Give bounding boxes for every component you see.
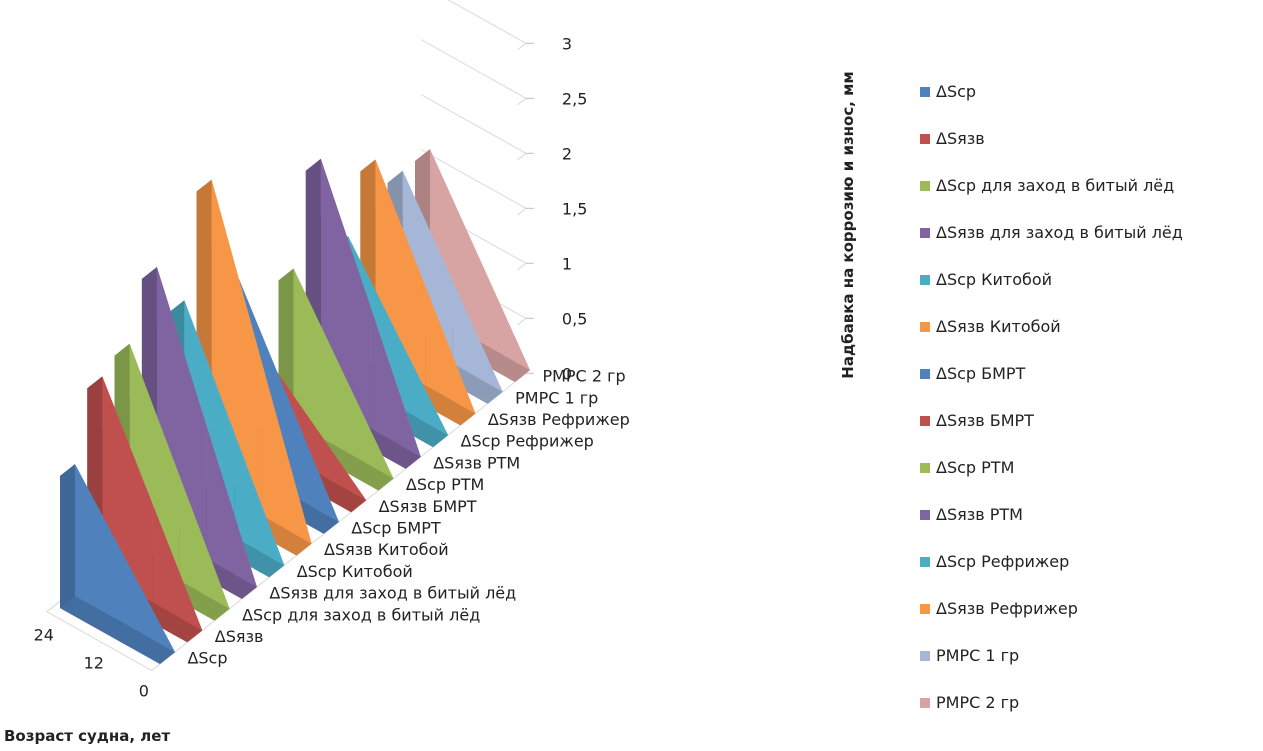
y-tick-label: 0 <box>562 364 572 383</box>
legend-swatch <box>920 368 930 379</box>
legend-label: ΔSязв для заход в битый лёд <box>936 223 1183 242</box>
ribbon-front-face <box>343 373 394 479</box>
depth-axis-label: РМРС 2 гр <box>542 367 625 386</box>
depth-axis-label: ΔScp для заход в битый лёд <box>242 605 480 624</box>
legend-item: ΔScp <box>920 68 1260 115</box>
ribbon-front-face <box>425 286 476 414</box>
depth-axis-label: ΔScp Рефрижер <box>461 432 594 451</box>
legend-label: ΔScp <box>936 82 977 101</box>
legend-item: ΔSязв Китобой <box>920 303 1260 350</box>
y-tick-label: 1,5 <box>562 199 587 218</box>
legend-item: ΔSязв РТМ <box>920 491 1260 538</box>
legend-swatch <box>920 697 930 708</box>
legend-item: ΔScp РТМ <box>920 444 1260 491</box>
ribbon-front-face <box>206 427 257 587</box>
legend-item: ΔScp Рефрижер <box>920 538 1260 585</box>
depth-axis-label: ΔSязв Китобой <box>324 540 449 559</box>
ribbon-front-face <box>125 558 175 653</box>
y-tick-label: 1 <box>562 254 572 273</box>
x-tick-label: 12 <box>84 654 104 673</box>
depth-axis-label: ΔSязв Рефрижер <box>488 410 630 429</box>
legend-item: ΔScp Китобой <box>920 256 1260 303</box>
gridline <box>447 0 527 51</box>
legend-label: ΔScp БМРТ <box>936 364 1026 383</box>
legend-swatch <box>920 509 930 520</box>
ribbon-front-face <box>452 281 503 392</box>
ribbon-front-face <box>152 503 203 631</box>
ribbon-front-face <box>179 476 230 609</box>
legend-label: ΔScp Рефрижер <box>936 552 1070 571</box>
depth-axis-label: ΔScp БМРТ <box>351 519 441 538</box>
legend-swatch <box>920 180 930 191</box>
y-tick-label: 0,5 <box>562 309 587 328</box>
chart-labels: 0 0,5 1 1,5 2 2,5 3 РМРС 2 гр РМРС 1 гр ΔSязв Реф… <box>34 34 630 700</box>
ribbon-front-face <box>316 428 367 501</box>
ribbon-end-cap <box>60 464 75 608</box>
depth-axis-label: РМРС 1 гр <box>515 388 598 407</box>
legend-swatch <box>920 321 930 332</box>
legend-swatch <box>920 227 930 238</box>
ribbon-front-face <box>261 361 312 544</box>
gridline <box>420 94 527 161</box>
depth-axis-label: ΔSязв для заход в битый лёд <box>269 584 516 603</box>
legend-swatch <box>920 133 930 144</box>
legend-label: ΔSязв Рефрижер <box>936 599 1078 618</box>
ribbon-base <box>60 596 175 664</box>
legend-swatch <box>920 556 930 567</box>
y-axis-title: Надбавка на коррозию и износ, мм <box>835 30 861 420</box>
ribbon-front-face <box>293 268 344 451</box>
legend-swatch <box>920 274 930 285</box>
legend-swatch <box>920 650 930 661</box>
legend-label: ΔScp Китобой <box>936 270 1053 289</box>
y-tick-label: 2 <box>562 144 572 163</box>
chart-ribbons <box>60 149 530 664</box>
legend-label: РМРС 1 гр <box>936 646 1020 665</box>
legend-swatch <box>920 462 930 473</box>
chart-legend: ΔScp ΔSязв ΔScp для заход в битый лёд ΔSязв… <box>920 68 1260 726</box>
x-tick-label: 0 <box>139 682 149 701</box>
x-axis-title: Возраст судна, лет <box>4 727 171 745</box>
legend-label: ΔSязв РТМ <box>936 505 1023 524</box>
x-tick-label: 24 <box>34 626 54 645</box>
depth-axis-label: ΔSязв <box>215 627 264 646</box>
legend-label: ΔScp РТМ <box>936 458 1015 477</box>
legend-label: ΔScp для заход в битый лёд <box>936 176 1175 195</box>
depth-axis-label: ΔSязв БМРТ <box>379 497 477 516</box>
depth-axis-label: ΔScp РТМ <box>406 475 484 494</box>
legend-item: ΔSязв БМРТ <box>920 397 1260 444</box>
legend-item: ΔScp БМРТ <box>920 350 1260 397</box>
depth-axis-label: ΔScp Китобой <box>297 562 413 581</box>
legend-item: ΔScp для заход в битый лёд <box>920 162 1260 209</box>
legend-label: РМРС 2 гр <box>936 693 1020 712</box>
y-tick-label: 3 <box>562 34 572 53</box>
legend-swatch <box>920 603 930 614</box>
series-ribbon <box>60 464 175 664</box>
ribbon-front-face <box>398 335 449 436</box>
legend-label: ΔSязв <box>936 129 985 148</box>
legend-label: ΔSязв БМРТ <box>936 411 1034 430</box>
legend-swatch <box>920 86 930 97</box>
gridline <box>420 149 527 216</box>
y-tick-label: 2,5 <box>562 89 587 108</box>
legend-label: ΔSязв Китобой <box>936 317 1061 336</box>
ribbon-front-face <box>288 400 339 522</box>
legend-item: РМРС 1 гр <box>920 632 1260 679</box>
y-axis-title-text: Надбавка на коррозию и износ, мм <box>839 71 857 379</box>
depth-axis-label: ΔSязв РТМ <box>433 453 520 472</box>
ribbon-front-face <box>370 307 421 457</box>
ribbon-front-face <box>234 432 285 566</box>
legend-swatch <box>920 415 930 426</box>
legend-item: ΔSязв <box>920 115 1260 162</box>
gridline <box>420 39 527 106</box>
depth-axis-label: ΔScp <box>187 649 227 668</box>
ribbon-front-face <box>480 259 530 371</box>
legend-item: РМРС 2 гр <box>920 679 1260 726</box>
ribbon-front-face <box>75 464 125 625</box>
legend-item: ΔSязв для заход в битый лёд <box>920 209 1260 256</box>
legend-item: ΔSязв Рефрижер <box>920 585 1260 632</box>
